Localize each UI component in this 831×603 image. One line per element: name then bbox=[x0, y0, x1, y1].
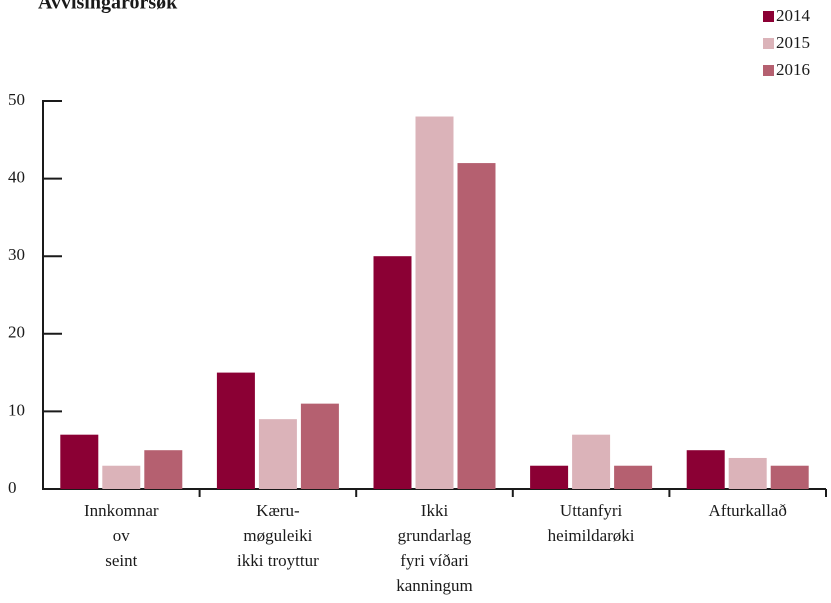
y-tick-label: 20 bbox=[8, 323, 25, 342]
bar bbox=[770, 465, 809, 489]
y-tick-label: 50 bbox=[8, 90, 25, 109]
bar bbox=[144, 450, 183, 489]
x-tick-label: Uttanfyri heimildarøki bbox=[548, 501, 635, 545]
bar bbox=[728, 457, 767, 489]
x-tick-label: Kæru-møguleiki ikki troyttur bbox=[237, 501, 319, 570]
bar bbox=[530, 465, 569, 489]
bar bbox=[572, 434, 611, 489]
legend-label: 2015 bbox=[776, 33, 810, 52]
bar bbox=[415, 116, 454, 490]
y-tick-label: 40 bbox=[8, 168, 25, 187]
bar bbox=[216, 372, 255, 489]
bar bbox=[457, 163, 496, 489]
legend-label: 2014 bbox=[776, 6, 811, 25]
bar bbox=[614, 465, 653, 489]
bar bbox=[300, 403, 339, 489]
legend-swatch bbox=[763, 11, 774, 22]
x-tick-label: Ikki grundarlag fyri víðari kanningum bbox=[396, 501, 473, 595]
chart-title: Avvisingarorsøk bbox=[38, 0, 178, 14]
legend-label: 2016 bbox=[776, 60, 810, 79]
y-tick-label: 10 bbox=[8, 400, 25, 419]
bar bbox=[686, 450, 725, 489]
bar bbox=[102, 465, 141, 489]
y-tick-label: 30 bbox=[8, 245, 25, 264]
bar bbox=[258, 419, 297, 489]
bar bbox=[373, 256, 412, 489]
y-tick-label: 0 bbox=[8, 478, 17, 497]
legend-swatch bbox=[763, 65, 774, 76]
x-tick-label: Innkomnar ov seint bbox=[84, 501, 159, 570]
legend-swatch bbox=[763, 38, 774, 49]
x-tick-label: Afturkallað bbox=[709, 501, 787, 520]
bar bbox=[60, 434, 99, 489]
